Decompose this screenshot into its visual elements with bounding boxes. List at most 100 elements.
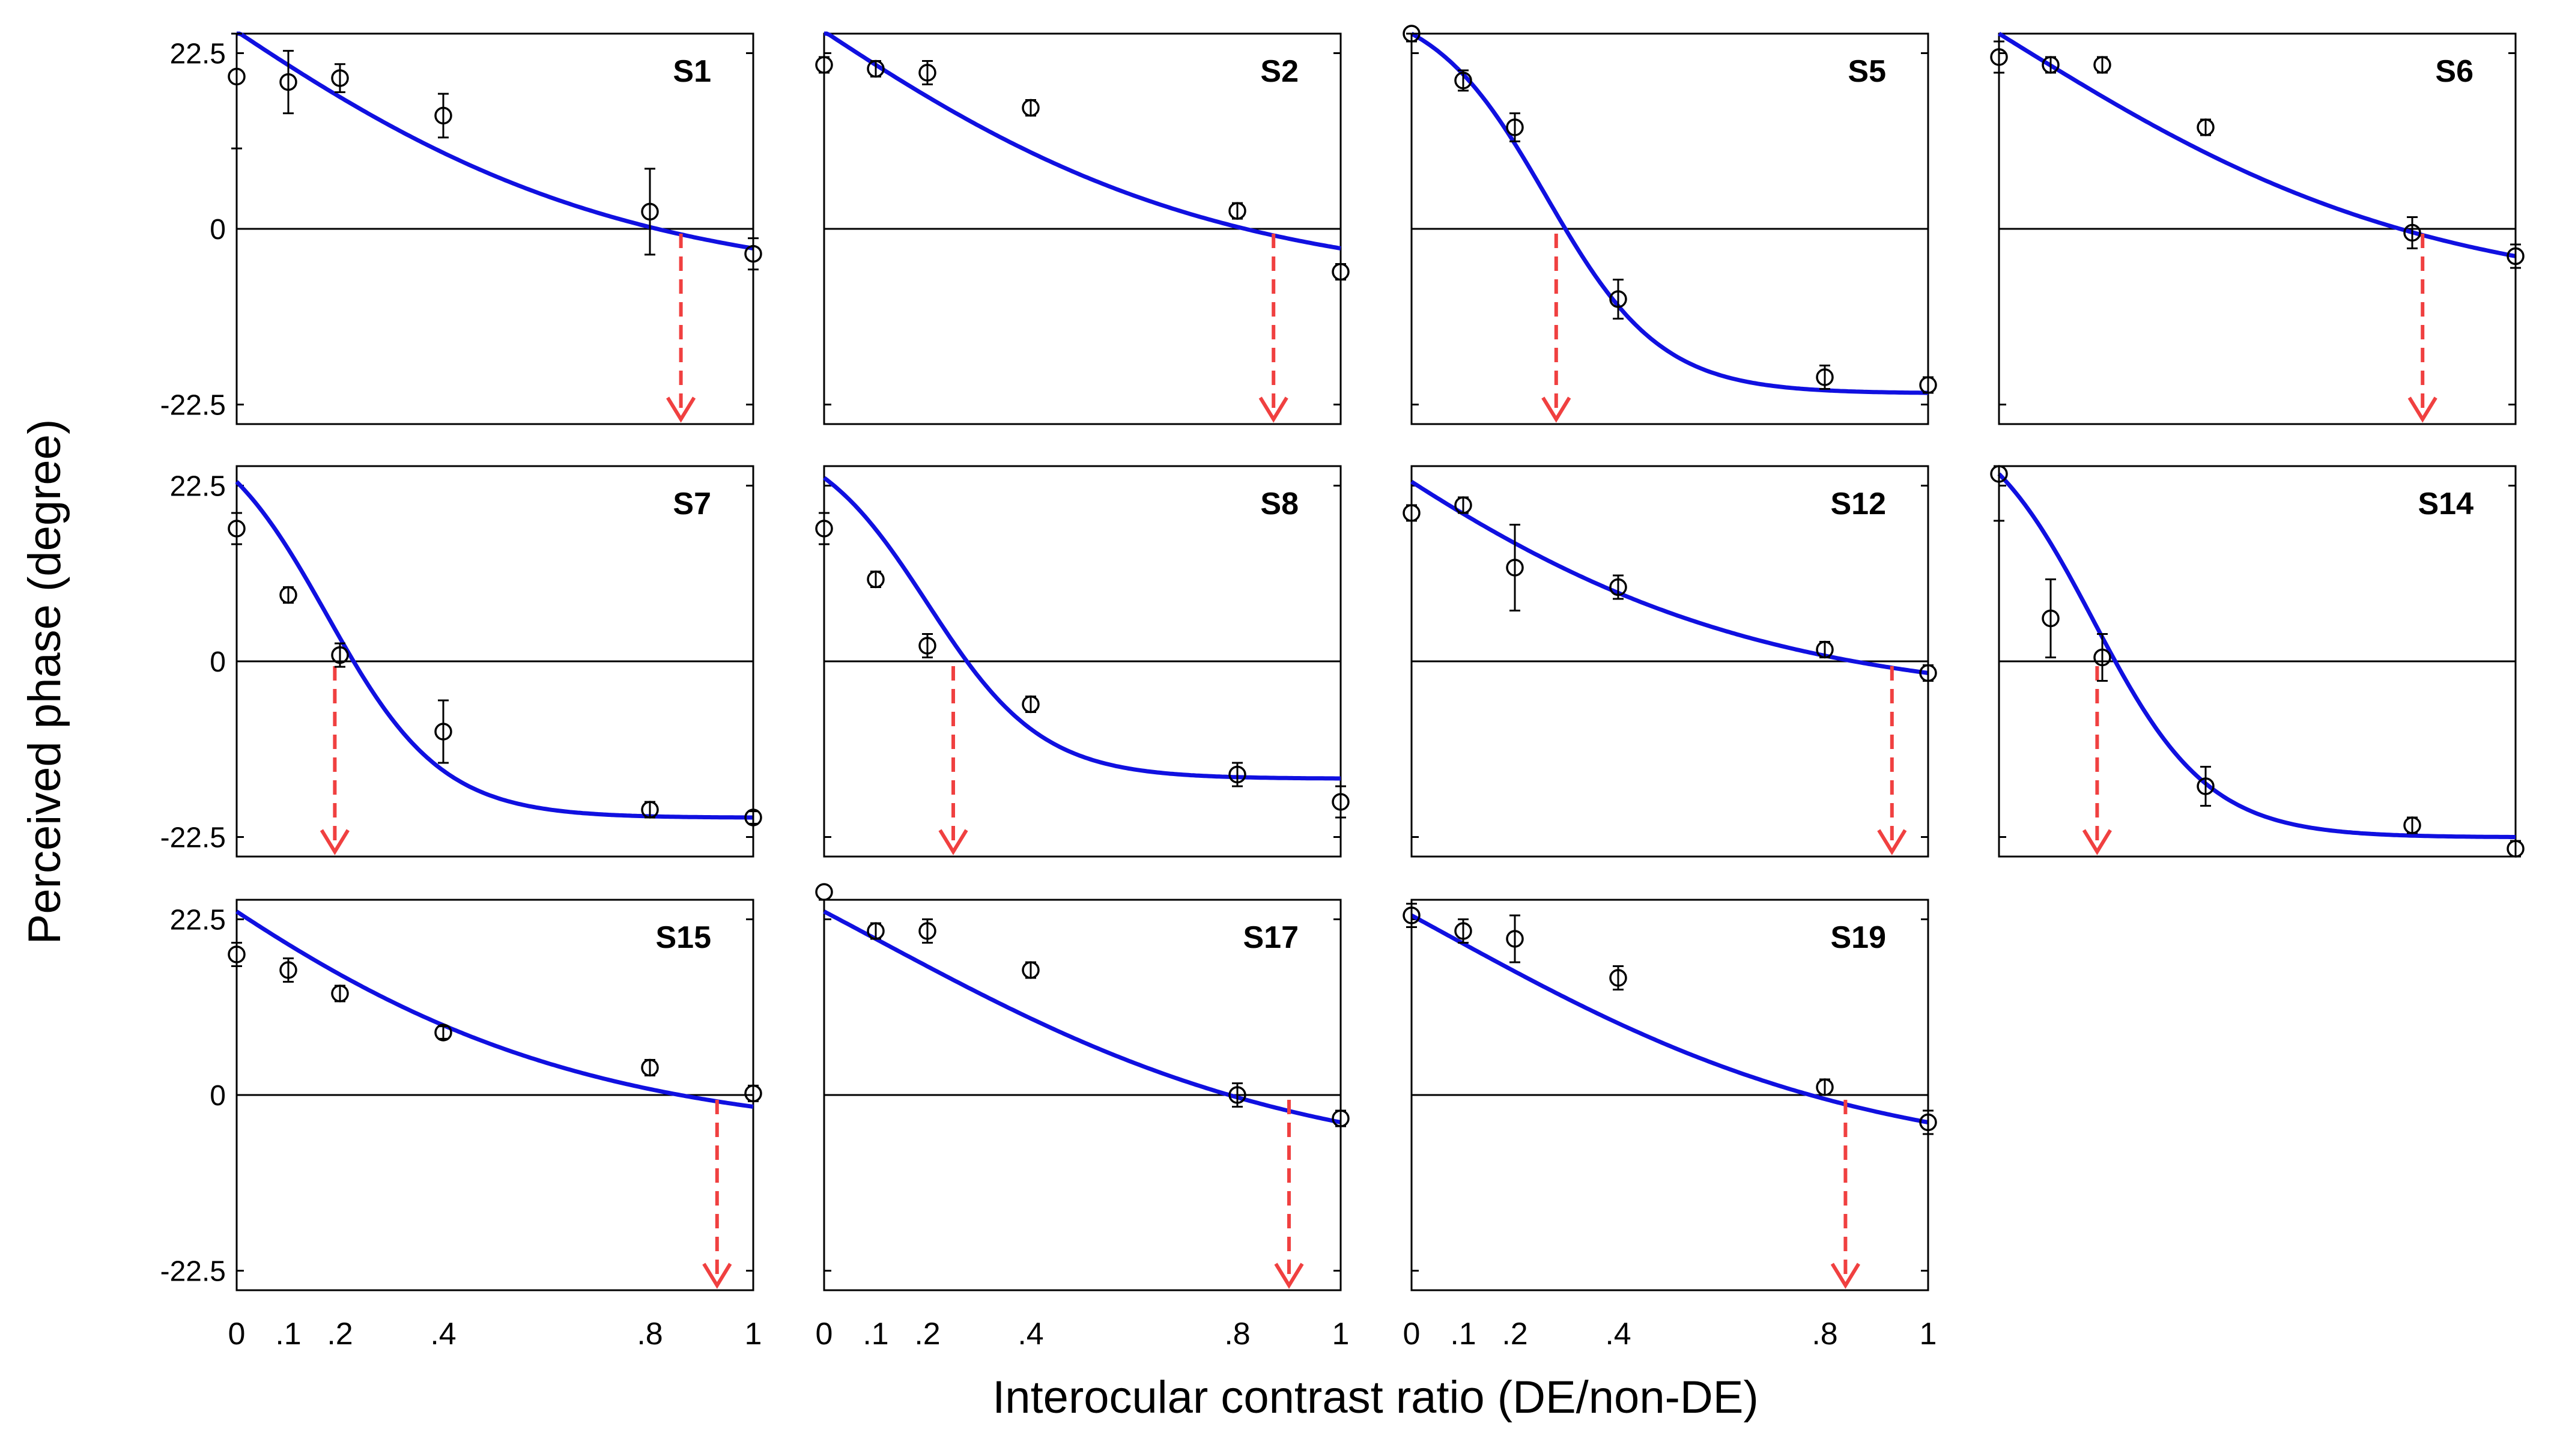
x-tick-label: 1: [745, 1317, 762, 1351]
data-point: [2042, 56, 2060, 74]
data-point: [744, 244, 762, 263]
panel-title: S12: [1830, 487, 1886, 521]
data-point: [228, 945, 246, 963]
data-point: [815, 883, 833, 901]
data-point: [1506, 930, 1524, 948]
data-point: [1403, 504, 1421, 522]
data-point: [434, 723, 452, 741]
data-point: [815, 520, 833, 538]
crossing-arrow-head: [1274, 1263, 1304, 1289]
data-point: [641, 202, 659, 221]
panel-s12: S12: [1403, 465, 1937, 858]
data-point: [228, 67, 246, 86]
data-point: [1506, 118, 1524, 136]
data-point: [1919, 376, 1937, 394]
crossing-arrow-head: [1877, 829, 1907, 855]
y-tick-label: 0: [210, 214, 226, 246]
data-point: [2403, 816, 2421, 834]
fit-curve: [235, 480, 753, 820]
y-tick-label: 22.5: [170, 471, 226, 503]
data-point: [279, 586, 297, 604]
data-point: [1454, 922, 1472, 940]
data-point: [279, 961, 297, 979]
data-point: [918, 922, 936, 940]
data-point: [867, 570, 885, 589]
data-point: [641, 1058, 659, 1077]
y-tick-label: -22.5: [160, 822, 226, 854]
data-point: [1454, 496, 1472, 514]
x-tick-label: .4: [1605, 1317, 1631, 1351]
panel-title: S5: [1848, 54, 1886, 89]
y-tick-label: 0: [210, 646, 226, 678]
data-point: [1228, 765, 1246, 784]
data-point: [2507, 247, 2525, 265]
panel-title: S15: [655, 920, 711, 955]
panel-s5: S5: [1403, 25, 1937, 425]
data-point: [1332, 262, 1350, 281]
data-point: [1454, 71, 1472, 89]
fit-curve: [235, 909, 754, 1109]
data-point: [279, 73, 297, 91]
panel-title: S2: [1260, 54, 1299, 89]
x-tick-label: .2: [914, 1317, 940, 1351]
data-point: [1228, 1086, 1246, 1104]
panel-title: S8: [1260, 487, 1299, 521]
panel-s2: S2: [815, 31, 1350, 425]
panel-s14: S14: [1990, 465, 2525, 858]
fit-curve: [237, 31, 754, 250]
fit-curve: [822, 476, 1341, 781]
x-tick-label: .8: [1224, 1317, 1250, 1351]
panel-title: S6: [2435, 54, 2474, 89]
x-tick-label: 0: [1403, 1317, 1421, 1351]
data-point: [1990, 48, 2008, 66]
x-tick-label: 1: [1920, 1317, 1937, 1351]
data-point: [1403, 25, 1421, 43]
panel-s19: S19 0 .1 .2 .4 .8 1: [1403, 899, 1937, 1351]
fit-curve: [1997, 472, 2516, 839]
y-tick-label: -22.5: [160, 390, 226, 422]
panel-s6: S6: [1990, 32, 2525, 425]
data-point: [744, 808, 762, 827]
x-tick-label: .1: [275, 1317, 301, 1351]
data-point: [2093, 56, 2111, 74]
data-point: [2042, 609, 2060, 628]
x-tick-label: .4: [1018, 1317, 1043, 1351]
panel-title: S14: [2418, 487, 2474, 521]
fit-curve: [1998, 32, 2516, 258]
y-tick-label: 22.5: [170, 38, 226, 70]
x-tick-label: 1: [1332, 1317, 1350, 1351]
data-point: [744, 1084, 762, 1103]
data-point: [331, 646, 349, 664]
panel-s1: 22.5 0 -22.5 S1: [160, 31, 762, 425]
data-point: [1609, 969, 1627, 987]
data-point: [1816, 368, 1834, 386]
panel-title: S19: [1830, 920, 1886, 955]
fit-curve: [1410, 913, 1929, 1124]
y-tick-label: 22.5: [170, 905, 226, 936]
data-point: [1816, 1078, 1834, 1096]
data-point: [1403, 906, 1421, 924]
panel-s7: 22.5 0 -22.5 S7: [160, 465, 762, 858]
panel-title: S1: [673, 54, 711, 89]
data-point: [1022, 99, 1040, 117]
y-tick-label: -22.5: [160, 1256, 226, 1288]
fit-curve: [1410, 31, 1928, 395]
data-point: [2197, 118, 2215, 136]
data-point: [228, 520, 246, 538]
x-tick-label: .1: [863, 1317, 888, 1351]
data-point: [815, 56, 833, 74]
data-point: [2197, 777, 2215, 795]
panel-s8: S8: [815, 465, 1350, 858]
data-point: [331, 69, 349, 87]
data-point: [1919, 664, 1937, 682]
crossing-arrow-head: [938, 829, 968, 855]
x-tick-label: .2: [327, 1317, 353, 1351]
panel-title: S7: [673, 487, 711, 521]
x-tick-label: 0: [816, 1317, 833, 1351]
data-point: [867, 922, 885, 940]
panel-s17: S17 0 .1 .2 .4 .8 1: [815, 883, 1350, 1351]
data-point: [1332, 1109, 1350, 1127]
